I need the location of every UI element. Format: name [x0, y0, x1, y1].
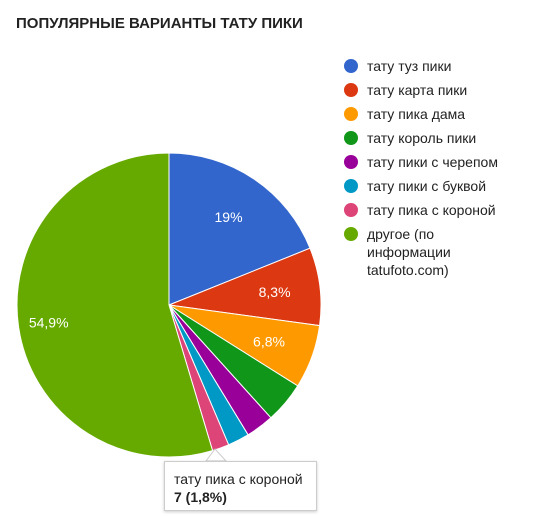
- legend-label-4-line-0: тату пики с черепом: [367, 154, 498, 170]
- legend-label-3-line-0: тату король пики: [367, 130, 477, 146]
- legend-label-1-line-0: тату карта пики: [367, 82, 468, 98]
- slice-label-7: 54,9%: [29, 315, 69, 331]
- legend-label-2-line-0: тату пика дама: [367, 106, 466, 122]
- legend-item-5[interactable]: тату пики с буквой: [344, 177, 534, 195]
- slice-label-1: 8,3%: [259, 284, 291, 300]
- legend-item-7[interactable]: другое (по информации tatufoto.com): [344, 225, 534, 279]
- legend-item-1[interactable]: тату карта пики: [344, 81, 534, 99]
- legend-swatch-5: [344, 179, 358, 193]
- legend-swatch-4: [344, 155, 358, 169]
- tooltip-label: тату пика с короной: [174, 471, 303, 487]
- chart-legend: тату туз пики тату карта пики тату пика да…: [344, 57, 534, 285]
- pie-slice-0[interactable]: [168, 152, 311, 306]
- legend-swatch-3: [344, 131, 358, 145]
- legend-item-4[interactable]: тату пики с черепом: [344, 153, 534, 171]
- slice-label-0: 19%: [215, 209, 243, 225]
- legend-swatch-0: [344, 59, 358, 73]
- tooltip-value: 7 (1,8%): [174, 489, 227, 505]
- legend-label-7-line-2: tatufoto.com): [367, 262, 449, 278]
- legend-swatch-6: [344, 203, 358, 217]
- legend-swatch-7: [344, 227, 358, 241]
- legend-label-7-line-1: информации: [367, 244, 451, 260]
- slice-tooltip: тату пика с короной 7 (1,8%): [164, 461, 317, 511]
- chart-title: ПОПУЛЯРНЫЕ ВАРИАНТЫ ТАТУ ПИКИ: [16, 15, 303, 32]
- legend-swatch-1: [344, 83, 358, 97]
- slice-label-2: 6,8%: [253, 333, 285, 349]
- legend-item-0[interactable]: тату туз пики: [344, 57, 534, 75]
- legend-swatch-2: [344, 107, 358, 121]
- legend-label-5-line-0: тату пики с буквой: [367, 178, 487, 194]
- legend-item-2[interactable]: тату пика дама: [344, 105, 534, 123]
- pie-slice-7[interactable]: [16, 152, 214, 458]
- legend-label-7-line-0: другое (по: [367, 226, 435, 242]
- legend-label-0-line-0: тату туз пики: [367, 58, 452, 74]
- legend-label-6-line-0: тату пика с короной: [367, 202, 496, 218]
- legend-item-3[interactable]: тату король пики: [344, 129, 534, 147]
- legend-item-6[interactable]: тату пика с короной: [344, 201, 534, 219]
